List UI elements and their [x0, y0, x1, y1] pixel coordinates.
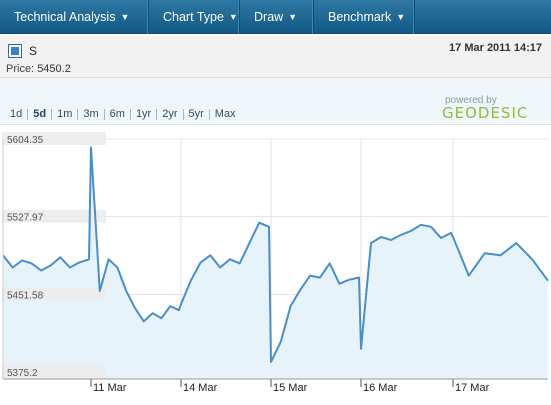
chevron-down-icon: ▼ [396, 12, 406, 22]
timestamp: 17 Mar 2011 14:17 [449, 42, 542, 54]
y-tick-bg [2, 287, 106, 301]
range-1m[interactable]: 1m [52, 109, 79, 120]
quote-header: S Price: 5450.2 17 Mar 2011 14:17 [0, 36, 551, 78]
range-bar: 1d 5d 1m 3m 6m 1yr 2yr 5yr Max [0, 78, 551, 125]
powered-by-text: powered by [445, 95, 497, 106]
y-tick-bg [2, 365, 106, 378]
technical-analysis-menu[interactable]: Technical Analysis ▼ [0, 0, 149, 34]
range-5yr[interactable]: 5yr [184, 109, 210, 120]
y-tick-label: 5604.35 [7, 135, 44, 146]
chart-type-label: Chart Type [163, 10, 224, 24]
symbol-label: S [29, 44, 38, 58]
range-1d[interactable]: 1d [6, 109, 29, 120]
range-2yr[interactable]: 2yr [157, 109, 184, 120]
price-chart: 5604.35 5527.97 5451.58 5375.2 11 Mar 14 Mar 1… [0, 125, 551, 405]
brand-name: GEODESIC [442, 104, 529, 122]
price-readout: Price: 5450.2 [6, 63, 71, 75]
x-tick-label: 16 Mar [363, 382, 398, 394]
chevron-down-icon: ▼ [120, 12, 130, 22]
geodesic-logo: powered by GEODESIC [442, 96, 542, 121]
benchmark-label: Benchmark [328, 10, 392, 24]
chevron-down-icon: ▼ [228, 12, 238, 22]
price-label: Price: [6, 63, 35, 75]
price-area [3, 147, 548, 379]
y-tick-bg [2, 209, 106, 223]
range-5d[interactable]: 5d [28, 109, 53, 120]
y-tick-label: 5527.97 [7, 213, 44, 224]
range-Max[interactable]: Max [214, 108, 236, 120]
range-selector: 1d 5d 1m 3m 6m 1yr 2yr 5yr Max [6, 109, 241, 120]
chart-type-menu[interactable]: Chart Type ▼ [149, 0, 240, 34]
chart-toolbar: Technical Analysis ▼ Chart Type ▼ Draw ▼… [0, 0, 551, 34]
price-line [2, 146, 549, 363]
y-tick-label: 5375.2 [7, 368, 38, 379]
x-tick-label: 15 Mar [273, 382, 308, 394]
y-tick-label: 5451.58 [7, 290, 44, 301]
x-tick-label: 11 Mar [93, 382, 127, 394]
range-6m[interactable]: 6m [105, 109, 131, 120]
range-3m[interactable]: 3m [78, 109, 105, 120]
y-tick-bg [2, 132, 106, 145]
chart-svg: 5604.35 5527.97 5451.58 5375.2 11 Mar 14 Mar 1… [2, 132, 549, 394]
x-tick-label: 14 Mar [183, 382, 218, 394]
benchmark-menu[interactable]: Benchmark ▼ [314, 0, 415, 34]
price-value: 5450.2 [37, 63, 71, 75]
draw-menu[interactable]: Draw ▼ [240, 0, 314, 34]
chevron-down-icon: ▼ [288, 12, 298, 22]
x-tick-label: 17 Mar [455, 382, 490, 394]
technical-analysis-label: Technical Analysis [14, 10, 116, 24]
draw-label: Draw [254, 10, 284, 24]
range-1yr[interactable]: 1yr [131, 109, 158, 120]
series-checkbox[interactable] [8, 44, 22, 58]
